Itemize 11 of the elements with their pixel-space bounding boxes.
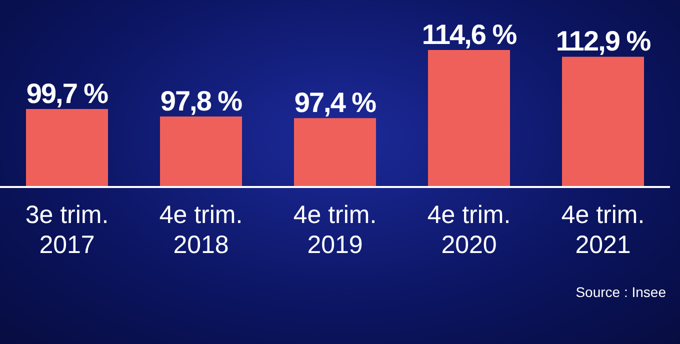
x-tick-label: 4e trim. 2019 xyxy=(293,201,377,259)
data-label: 99,7 % xyxy=(26,78,109,109)
x-tick-label: 3e trim. 2017 xyxy=(25,201,109,259)
x-tick-label: 4e trim. 2021 xyxy=(561,201,645,259)
data-label: 112,9 % xyxy=(556,26,652,57)
data-label: 97,4 % xyxy=(294,87,377,118)
x-tick-label: 4e trim. 2018 xyxy=(159,201,243,259)
source-note: Source : Insee xyxy=(576,284,666,300)
x-tick-label: 4e trim. 2020 xyxy=(427,201,511,259)
data-label: 97,8 % xyxy=(160,86,243,117)
data-label: 114,6 % xyxy=(422,19,518,50)
